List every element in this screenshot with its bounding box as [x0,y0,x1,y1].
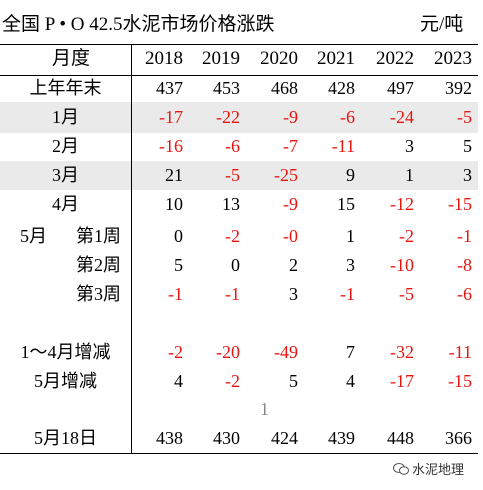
table-cell: -25 [274,165,298,185]
table-cell: 468 [271,78,298,98]
table-cell: 1 [405,165,414,185]
table-cell: -15 [448,371,472,391]
table-cell: -1 [225,284,240,304]
table-cell: 0 [174,226,183,246]
table-cell: -24 [390,107,414,127]
table-cell: 9 [346,165,355,185]
label-column-divider [131,44,132,454]
table-cell: 5 [174,255,183,275]
table-title: 全国 P • O 42.5水泥市场价格涨跌 [2,14,275,35]
unit-label: 元/吨 [420,14,464,35]
table-cell: -5 [225,165,240,185]
table-cell: 2 [289,255,298,275]
table-cell: 3 [346,255,355,275]
table-cell: 430 [213,428,240,448]
table-cell: -2 [168,342,183,362]
table-cell: -11 [331,136,355,156]
watermark-text: 水泥地理 [412,462,465,477]
year-header-2021: 2021 [317,48,355,69]
table-cell: 366 [445,428,472,448]
top-rule [0,44,478,45]
table-cell: -6 [225,136,240,156]
table-cell: 0 [231,255,240,275]
table-cell: -16 [159,136,183,156]
table-cell: -2 [225,371,240,391]
table-cell: -15 [448,194,472,214]
table-cell: 439 [328,428,355,448]
table-cell: -20 [216,342,240,362]
table-cell: -6 [340,107,355,127]
table-cell: 453 [213,78,240,98]
table-cell: 448 [387,428,414,448]
table-cell: -17 [159,107,183,127]
table-cell: 4 [174,371,183,391]
table-cell: 438 [156,428,183,448]
table-cell: 392 [445,78,472,98]
row-label: 1～4月增减 [20,342,111,362]
row-label: 第1周 [76,226,121,246]
table-cell: 3 [463,165,472,185]
row-label: 第2周 [76,255,121,275]
table-cell: -22 [216,107,240,127]
row-highlight-band [0,102,478,133]
table-cell: 5 [289,371,298,391]
table-cell: -11 [448,342,472,362]
row-label: 4月 [52,194,79,214]
table-cell: -8 [457,255,472,275]
table-cell: -2 [225,226,240,246]
table-cell: -1 [340,284,355,304]
table-cell: -2 [399,226,414,246]
year-header-2020: 2020 [260,48,298,69]
table-cell: -12 [390,194,414,214]
header-month-label: 月度 [52,48,91,69]
table-cell: -32 [390,342,414,362]
header-rule [0,75,478,76]
table-cell: -10 [390,255,414,275]
table-cell: 437 [156,78,183,98]
table-cell: 5 [463,136,472,156]
year-header-2023: 2023 [434,48,472,69]
row-label: 上年年末 [29,78,102,98]
watermark: 水泥地理 [393,459,464,478]
table-cell: 3 [405,136,414,156]
year-header-2018: 2018 [145,48,183,69]
row-label: 5月18日 [34,428,97,448]
table-cell: -5 [457,107,472,127]
row-group-label: 5月 [20,226,47,246]
wechat-icon [393,463,409,475]
table-cell: 4 [346,371,355,391]
table-cell: -9 [283,194,298,214]
year-header-2019: 2019 [202,48,240,69]
table-cell: -1 [457,226,472,246]
row-label: 3月 [52,165,79,185]
page-number: 1 [260,399,269,419]
row-label: 第3周 [76,284,121,304]
table-cell: 497 [387,78,414,98]
table-cell: 1 [346,226,355,246]
table-cell: -6 [457,284,472,304]
table-cell: -1 [168,284,183,304]
year-header-2022: 2022 [376,48,414,69]
table-cell: 13 [222,194,240,214]
table-cell: -5 [399,284,414,304]
table-cell: 428 [328,78,355,98]
bottom-rule [0,453,478,454]
row-label: 1月 [52,107,79,127]
row-label: 2月 [52,136,79,156]
table-cell: 3 [289,284,298,304]
table-cell: 424 [271,428,298,448]
table-cell: 7 [346,342,355,362]
table-cell: -9 [283,107,298,127]
table-cell: -0 [283,226,298,246]
table-cell: 15 [337,194,355,214]
table-cell: 21 [165,165,183,185]
table-cell: -17 [390,371,414,391]
table-cell: -49 [274,342,298,362]
row-highlight-band [0,161,478,190]
table-cell: 10 [165,194,183,214]
table-cell: -7 [283,136,298,156]
row-label: 5月增减 [34,371,97,391]
